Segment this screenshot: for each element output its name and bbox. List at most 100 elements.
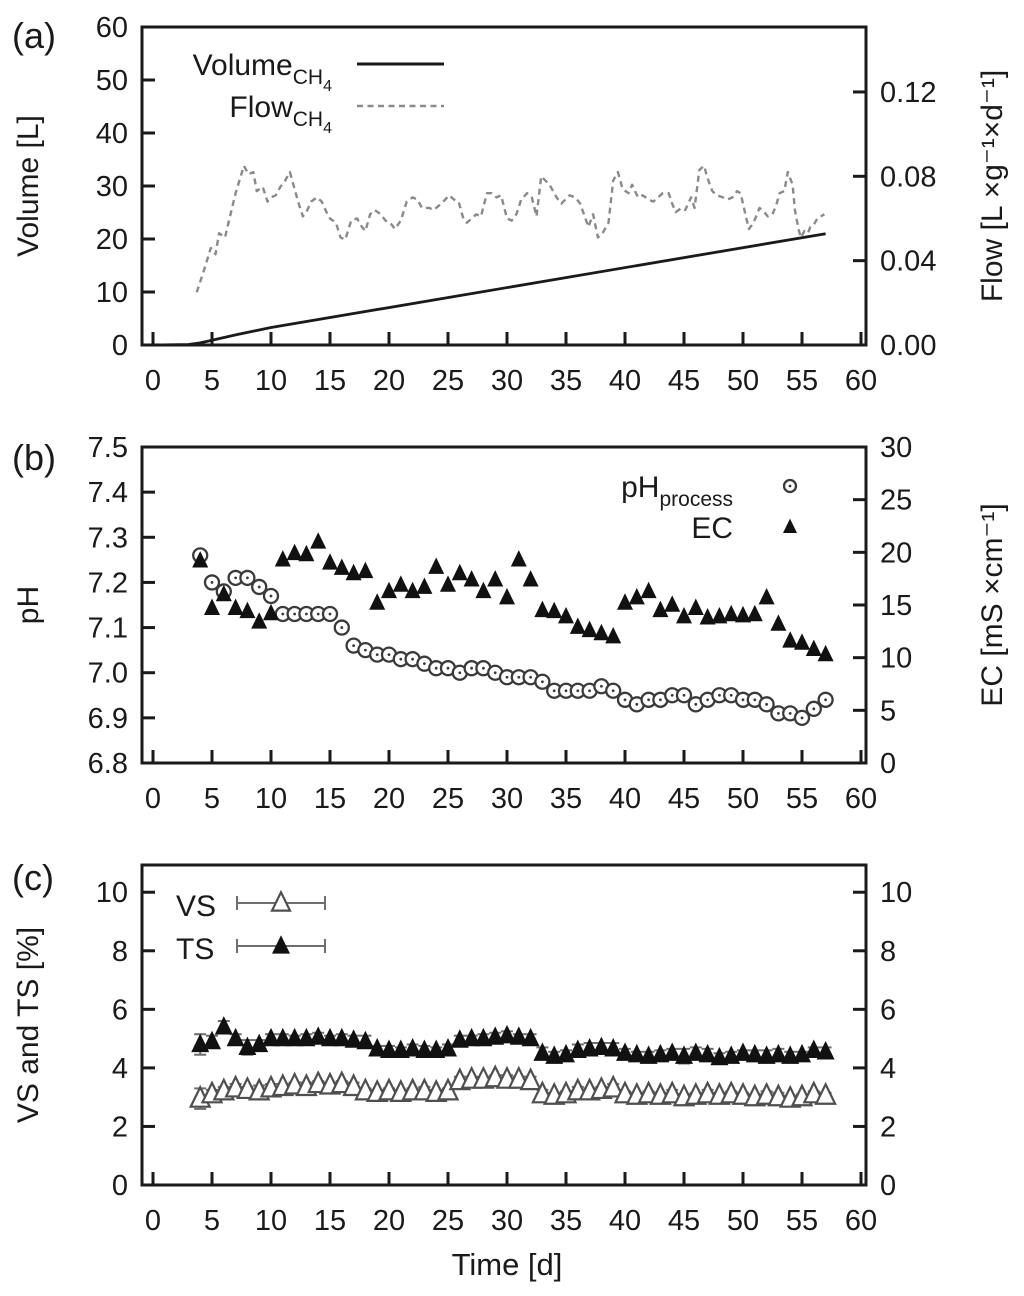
series-vs — [188, 1064, 837, 1110]
filled-triangle-marker — [805, 639, 822, 657]
x-tick-label: 45 — [668, 783, 700, 815]
x-axis-title: Time [d] — [452, 1247, 563, 1282]
legend-label-main: VS — [176, 890, 216, 923]
filled-triangle-marker — [746, 604, 763, 622]
filled-triangle-marker — [782, 631, 799, 648]
left-tick-label: 6 — [112, 994, 128, 1026]
filled-triangle-marker — [734, 1042, 752, 1061]
ph-circle-dot — [576, 689, 580, 693]
filled-triangle-marker — [273, 1027, 292, 1047]
x-tick-label: 25 — [432, 783, 464, 815]
filled-triangle-marker — [604, 1038, 623, 1057]
x-tick-label: 10 — [255, 783, 287, 815]
legend-label-ec: EC — [691, 512, 733, 545]
filled-triangle-marker — [676, 606, 692, 624]
filled-triangle-marker — [345, 563, 362, 581]
legend-label-main: Volume — [193, 49, 293, 82]
filled-triangle-marker — [272, 935, 290, 954]
left-tick-label: 7.3 — [88, 522, 128, 554]
left-axis-title-a: Volume [L] — [12, 115, 45, 257]
left-tick-label: 7.1 — [88, 613, 128, 645]
filled-triangle-marker — [415, 1039, 434, 1058]
x-tick-label: 60 — [845, 783, 877, 815]
filled-triangle-marker — [569, 617, 586, 634]
ph-circle-dot — [647, 698, 650, 702]
left-tick-label: 7.5 — [88, 432, 128, 464]
right-tick-label: 25 — [880, 485, 912, 517]
ph-circle-dot — [600, 684, 603, 688]
filled-triangle-marker — [652, 600, 669, 618]
x-tick-label: 35 — [550, 1205, 582, 1237]
filled-triangle-marker — [534, 600, 551, 618]
filled-triangle-marker — [285, 1027, 304, 1047]
ph-circle-dot — [729, 693, 733, 697]
panel-letter-a: (a) — [12, 15, 56, 56]
x-tick-label: 0 — [145, 365, 161, 397]
x-tick-label: 45 — [668, 1205, 700, 1237]
ph-circle-dot — [765, 702, 768, 706]
ph-circle-dot — [552, 689, 556, 693]
right-tick-label: 20 — [880, 537, 912, 569]
legend-label-subsub: 4 — [323, 120, 332, 137]
ph-circle-dot — [305, 612, 308, 616]
x-tick-label: 0 — [145, 1205, 161, 1237]
filled-triangle-marker — [592, 1036, 611, 1056]
left-tick-label: 2 — [112, 1111, 128, 1143]
right-tick-label: 4 — [880, 1053, 896, 1085]
x-tick-label: 35 — [550, 783, 582, 815]
filled-triangle-marker — [627, 1043, 646, 1063]
x-tick-label: 20 — [373, 365, 405, 397]
filled-triangle-marker — [686, 1042, 705, 1061]
open-triangle-marker — [330, 1070, 354, 1094]
left-tick-label: 10 — [96, 277, 128, 309]
left-axis-title-c: VS and TS [%] — [12, 927, 45, 1123]
filled-triangle-marker — [226, 1027, 245, 1047]
filled-triangle-marker — [321, 1027, 339, 1047]
right-axis-title-a: Flow [L ×g⁻¹×d⁻¹] — [976, 70, 1009, 302]
x-tick-label: 5 — [204, 365, 220, 397]
open-triangle-marker — [270, 889, 292, 912]
series-ts — [191, 1016, 835, 1066]
x-tick-label: 0 — [145, 783, 161, 815]
ph-circle-dot — [434, 666, 438, 670]
series-volume_ch4 — [152, 232, 826, 347]
ph-circle-dot — [694, 702, 698, 706]
filled-triangle-marker — [804, 1039, 823, 1058]
x-tick-label: 15 — [314, 365, 346, 397]
x-tick-label: 55 — [786, 1205, 818, 1237]
filled-triangle-marker — [558, 606, 574, 624]
filled-triangle-marker — [663, 1042, 682, 1061]
legend-label-sub: process — [659, 488, 733, 511]
filled-triangle-marker — [274, 550, 291, 567]
ph-circle-dot — [399, 657, 403, 661]
x-tick-label: 30 — [491, 365, 523, 397]
filled-triangle-marker — [451, 563, 468, 581]
right-tick-label: 30 — [880, 432, 912, 464]
left-tick-label: 7.4 — [88, 477, 128, 509]
filled-triangle-marker — [416, 577, 433, 594]
left-tick-label: 4 — [112, 1053, 128, 1085]
filled-triangle-marker — [262, 1027, 280, 1047]
right-tick-label: 5 — [880, 695, 896, 727]
filled-triangle-marker — [356, 1030, 375, 1050]
open-triangle-marker — [660, 1080, 684, 1104]
ph-circle-dot — [741, 698, 745, 702]
filled-triangle-marker — [263, 603, 279, 621]
filled-triangle-marker — [745, 1043, 764, 1063]
panel-letter-c: (c) — [12, 857, 54, 898]
x-tick-label: 5 — [204, 783, 220, 815]
ph-circle-dot — [588, 689, 591, 693]
ph-circle-dot — [800, 716, 804, 720]
x-tick-label: 30 — [491, 1205, 523, 1237]
plot-border-c — [140, 863, 868, 1187]
x-tick-label: 15 — [314, 783, 346, 815]
ph-circle-dot — [659, 698, 662, 702]
x-tick-label: 10 — [255, 365, 287, 397]
legend-label-main: Flow — [229, 91, 293, 124]
filled-triangle-marker — [298, 544, 315, 562]
filled-triangle-marker — [440, 575, 456, 592]
ph-circle-dot — [718, 693, 721, 697]
legend-label-ph: pHprocess — [621, 471, 733, 511]
